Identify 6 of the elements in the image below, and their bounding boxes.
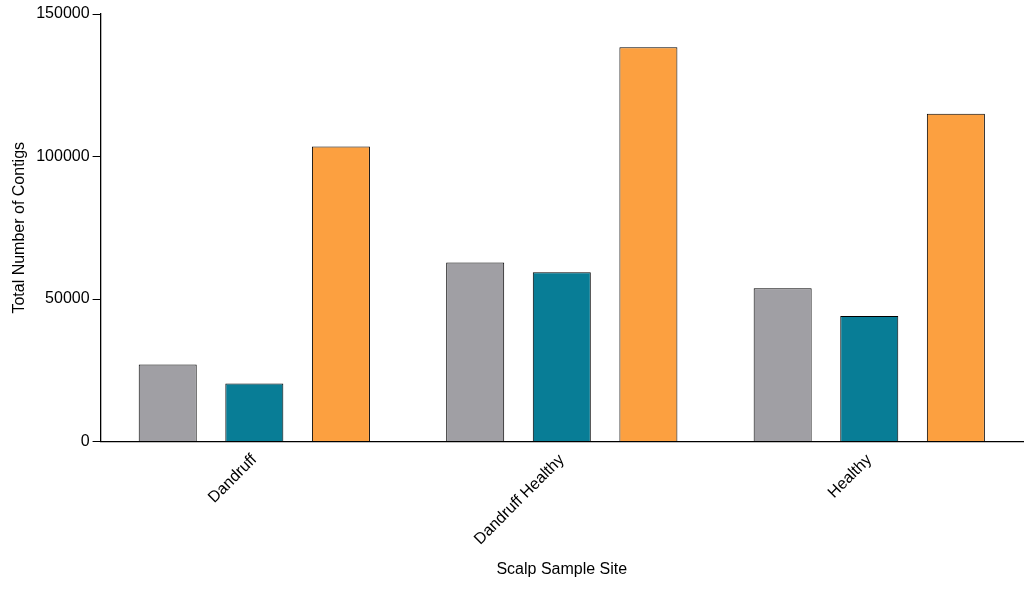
y-tick-label: 150000 <box>36 4 90 22</box>
y-tick-label: 50000 <box>45 289 90 307</box>
y-tick-label: 0 <box>80 431 90 449</box>
x-axis-title: Scalp Sample Site <box>496 559 628 577</box>
y-axis-title: Total Number of Contigs <box>10 141 28 314</box>
y-tick-label: 100000 <box>36 146 90 164</box>
